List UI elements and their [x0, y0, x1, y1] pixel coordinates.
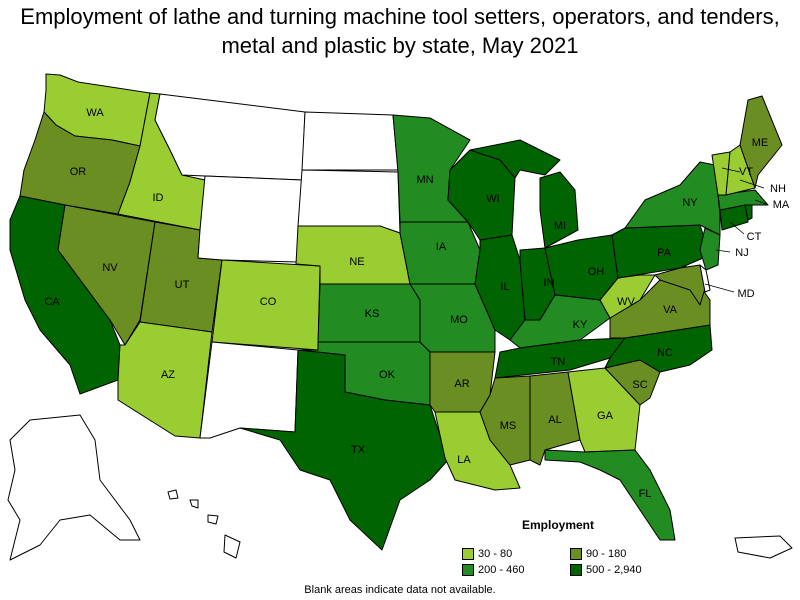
label-ar: AR	[454, 378, 469, 390]
legend: Employment 30 - 80 90 - 180 200 - 460 50…	[462, 518, 662, 580]
label-md: MD	[737, 288, 754, 300]
legend-item-30-80: 30 - 80	[462, 548, 512, 560]
label-wv: WV	[617, 296, 635, 308]
label-ca: CA	[44, 296, 60, 308]
state-de	[699, 264, 711, 293]
legend-title: Employment	[522, 518, 595, 532]
state-tx	[239, 349, 449, 551]
label-il: IL	[500, 281, 509, 293]
label-ne: NE	[349, 256, 364, 268]
label-mo: MO	[450, 314, 468, 326]
label-ks: KS	[365, 308, 380, 320]
label-sc: SC	[632, 379, 647, 391]
label-oh: OH	[588, 266, 605, 278]
state-ma	[717, 189, 769, 211]
label-wi: WI	[486, 193, 499, 205]
state-mi	[469, 139, 579, 249]
leader-md	[704, 283, 735, 293]
leader-vt	[721, 167, 741, 173]
state-pr	[734, 535, 793, 559]
legend-label: 200 - 460	[478, 564, 525, 576]
state-nd	[301, 111, 399, 171]
legend-swatch	[462, 548, 474, 560]
legend-label: 30 - 80	[478, 548, 513, 560]
label-va: VA	[663, 304, 678, 316]
map-title: Employment of lathe and turning machine …	[20, 4, 780, 58]
legend-item-200-460: 200 - 460	[462, 564, 524, 576]
label-id: ID	[153, 192, 164, 204]
legend-swatch	[570, 564, 582, 576]
label-tx: TX	[351, 444, 366, 456]
state-nm	[199, 341, 299, 439]
label-in: IN	[544, 277, 555, 289]
state-md	[654, 264, 707, 306]
label-ok: OK	[379, 369, 396, 381]
legend-label: 90 - 180	[586, 548, 627, 560]
state-ny	[624, 161, 721, 236]
label-or: OR	[70, 166, 87, 178]
leader-ma	[754, 199, 767, 205]
state-nj	[699, 227, 721, 271]
state-me	[739, 95, 783, 189]
legend-label: 500 - 2,940	[586, 564, 642, 576]
leader-nh	[739, 179, 765, 189]
label-az: AZ	[161, 369, 175, 381]
label-ky: KY	[573, 319, 588, 331]
label-fl: FL	[639, 488, 652, 500]
state-fl	[544, 449, 676, 541]
label-ia: IA	[436, 241, 447, 253]
legend-swatch	[570, 548, 582, 560]
label-pa: PA	[657, 247, 672, 259]
label-nc: NC	[657, 347, 673, 359]
state-oh	[544, 234, 619, 301]
label-ut: UT	[175, 279, 190, 291]
label-ct: CT	[747, 231, 762, 243]
label-tn: TN	[551, 356, 566, 368]
state-az	[117, 321, 213, 439]
label-mn: MN	[416, 174, 433, 186]
label-nj: NJ	[735, 247, 748, 259]
label-la: LA	[457, 454, 471, 466]
label-ga: GA	[597, 410, 614, 422]
label-co: CO	[260, 296, 277, 308]
label-ma: MA	[773, 199, 790, 211]
state-ak	[7, 414, 141, 561]
legend-swatch	[462, 564, 474, 576]
label-ny: NY	[682, 197, 698, 209]
label-ms: MS	[500, 420, 517, 432]
state-sd	[297, 169, 401, 234]
state-hi	[167, 489, 241, 559]
footnote: Blank areas indicate data not available.	[304, 584, 496, 596]
label-mi: MI	[554, 220, 566, 232]
label-nh: NH	[770, 183, 786, 195]
label-al: AL	[548, 414, 561, 426]
leader-nj	[715, 249, 731, 253]
state-ia	[399, 221, 481, 285]
legend-item-90-180: 90 - 180	[570, 548, 626, 560]
label-me: ME	[752, 137, 769, 149]
legend-item-500-2940: 500 - 2,940	[570, 564, 642, 576]
leader-ct	[729, 221, 745, 235]
label-nv: NV	[102, 262, 118, 274]
label-wa: WA	[86, 107, 104, 119]
state-wy	[197, 175, 303, 263]
label-vt: VT	[739, 166, 753, 178]
